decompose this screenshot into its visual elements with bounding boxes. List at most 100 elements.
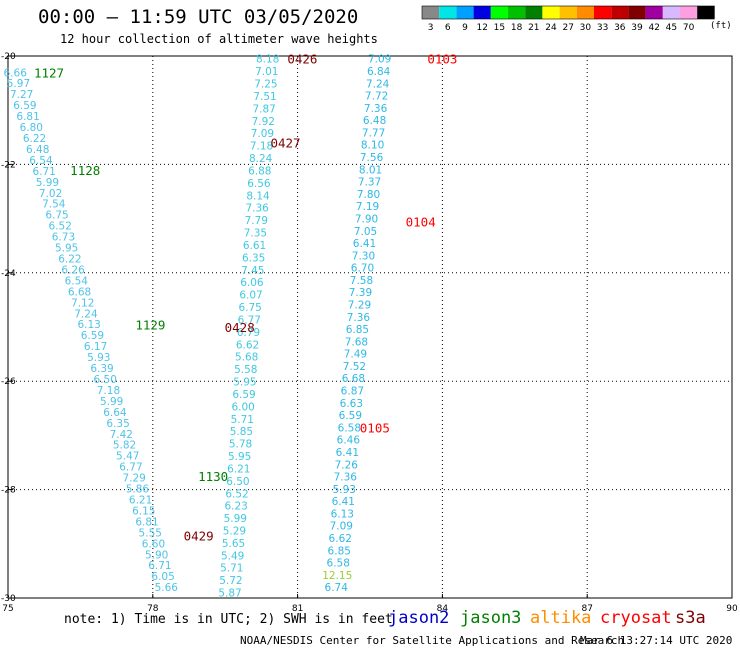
footnote: note: 1) Time is in UTC; 2) SWH is in fe… [64, 612, 393, 627]
y-tick-label: -20 [1, 52, 16, 62]
swh-value: 6.60 [142, 538, 165, 550]
swh-value: 6.71 [148, 560, 171, 572]
swh-value: 6.75 [238, 302, 261, 314]
swh-value: 7.42 [110, 429, 133, 441]
legend-label: 42 [648, 23, 659, 33]
swh-value: 5.55 [139, 527, 162, 539]
page-title: 00:00 – 11:59 UTC 03/05/2020 [38, 6, 359, 28]
swh-value: 6.68 [68, 286, 91, 298]
swh-value: 6.64 [103, 407, 127, 419]
swh-value: 6.41 [332, 496, 355, 508]
swh-value: 7.90 [355, 213, 378, 225]
swh-value: 5.87 [218, 588, 241, 600]
swh-value: 5.71 [231, 414, 254, 426]
swh-value: 7.35 [244, 228, 267, 240]
swh-value: 7.72 [365, 91, 388, 103]
swh-value: 7.24 [74, 308, 98, 320]
swh-value: 6.77 [119, 462, 142, 474]
swh-value: 5.47 [116, 451, 139, 463]
swh-value: 6.81 [16, 111, 39, 123]
swh-value: 7.87 [252, 103, 275, 115]
swh-value: 5.90 [145, 549, 168, 561]
legend-label: 24 [545, 23, 557, 33]
y-tick-label: -30 [1, 594, 16, 604]
pass-label: 0429 [184, 529, 214, 544]
swh-value: 6.39 [90, 363, 113, 375]
swh-value: 7.25 [254, 79, 277, 91]
swh-value: 5.71 [220, 563, 243, 575]
swh-value: 7.51 [253, 91, 276, 103]
x-tick-label: 90 [726, 604, 738, 614]
swh-value: 7.30 [352, 250, 375, 262]
legend-swatch [559, 6, 577, 19]
legend-unit: (ft) [710, 21, 732, 31]
pass-label: 1130 [198, 469, 228, 484]
swh-value: 8.24 [249, 153, 273, 165]
swh-value: 5.86 [126, 484, 150, 496]
y-tick-label: -22 [1, 160, 16, 170]
swh-value: 6.59 [81, 330, 104, 342]
swh-value: 6.35 [106, 418, 129, 430]
swh-value: 5.99 [100, 396, 123, 408]
legend-label: 36 [614, 23, 626, 33]
swh-value: 8.14 [246, 190, 270, 202]
swh-value: 7.68 [345, 336, 368, 348]
swh-value: 6.58 [327, 558, 350, 570]
swh-value: 8.01 [359, 164, 382, 176]
legend-swatch [439, 6, 457, 19]
swh-value: 5.68 [235, 352, 258, 364]
x-tick-label: 75 [2, 604, 13, 614]
swh-value: 6.68 [342, 373, 365, 385]
swh-value: 7.77 [362, 127, 385, 139]
swh-value: 6.22 [58, 254, 81, 266]
swh-value: 5.99 [224, 513, 247, 525]
legend-altika: altika [530, 608, 592, 628]
swh-value: 6.66 [4, 67, 28, 79]
swh-value: 6.21 [227, 463, 250, 475]
swh-value: 6.00 [231, 401, 254, 413]
legend-label: 6 [445, 23, 451, 33]
pass-label: 0103 [427, 52, 457, 67]
swh-value: 7.79 [245, 215, 268, 227]
swh-value: 12.15 [322, 570, 352, 582]
swh-value: 7.02 [39, 188, 62, 200]
swh-value: 6.71 [32, 166, 55, 178]
y-tick-label: -28 [1, 486, 16, 496]
swh-value: 6.87 [341, 386, 364, 398]
swh-value: 7.80 [357, 189, 380, 201]
legend-cryosat: cryosat [600, 608, 672, 628]
swh-value: 8.18 [256, 54, 279, 66]
legend-swatch [697, 6, 715, 19]
swh-value: 6.17 [84, 341, 107, 353]
swh-value: 6.41 [353, 238, 376, 250]
legend-label: 21 [528, 23, 539, 33]
swh-value: 7.24 [366, 78, 390, 90]
swh-value: 6.56 [247, 178, 271, 190]
page-subtitle: 12 hour collection of altimeter wave hei… [60, 32, 378, 46]
swh-value: 5.95 [55, 243, 78, 255]
swh-value: 7.92 [252, 116, 275, 128]
swh-value: 5.95 [233, 377, 256, 389]
swh-value: 6.88 [248, 165, 271, 177]
swh-value: 6.58 [338, 422, 361, 434]
swh-value: 6.54 [29, 155, 53, 167]
swh-value: 5.72 [219, 575, 242, 587]
swh-value: 5.29 [223, 526, 246, 538]
swh-value: 6.80 [20, 122, 43, 134]
swh-value: 6.59 [232, 389, 255, 401]
swh-value: 6.50 [226, 476, 249, 488]
swh-value: 7.36 [245, 203, 269, 215]
swh-value: 6.54 [65, 275, 89, 287]
legend-label: 15 [494, 23, 505, 33]
swh-value: 6.74 [325, 582, 349, 594]
legend-swatch [542, 6, 560, 19]
x-tick-label: 84 [437, 604, 449, 614]
swh-value: 6.79 [237, 327, 260, 339]
legend-label: 39 [631, 23, 643, 33]
legend-label: 27 [562, 23, 573, 33]
pass-label: 0426 [287, 52, 317, 67]
swh-value: 7.05 [354, 226, 377, 238]
swh-value: 5.95 [228, 451, 251, 463]
legend-swatch [662, 6, 680, 19]
